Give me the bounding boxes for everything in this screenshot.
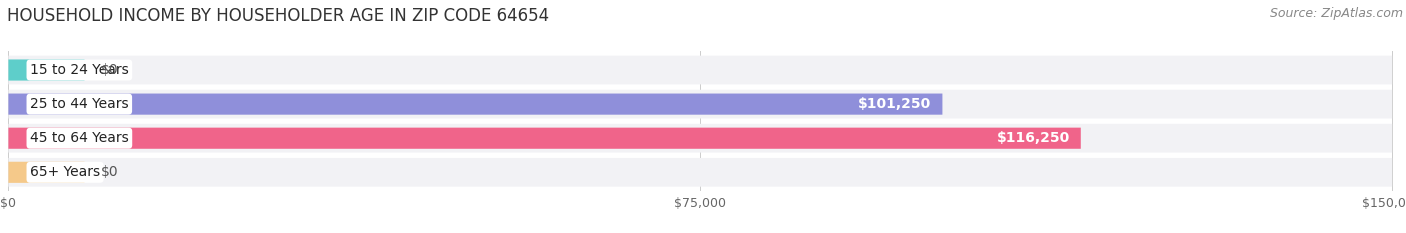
Text: $101,250: $101,250 bbox=[858, 97, 931, 111]
Text: Source: ZipAtlas.com: Source: ZipAtlas.com bbox=[1270, 7, 1403, 20]
FancyBboxPatch shape bbox=[8, 158, 1392, 187]
Text: HOUSEHOLD INCOME BY HOUSEHOLDER AGE IN ZIP CODE 64654: HOUSEHOLD INCOME BY HOUSEHOLDER AGE IN Z… bbox=[7, 7, 550, 25]
FancyBboxPatch shape bbox=[8, 59, 84, 81]
Text: $0: $0 bbox=[101, 63, 118, 77]
Text: 25 to 44 Years: 25 to 44 Years bbox=[30, 97, 128, 111]
FancyBboxPatch shape bbox=[8, 128, 1081, 149]
FancyBboxPatch shape bbox=[8, 56, 1392, 84]
Text: 65+ Years: 65+ Years bbox=[30, 165, 100, 179]
Text: 15 to 24 Years: 15 to 24 Years bbox=[30, 63, 129, 77]
FancyBboxPatch shape bbox=[8, 162, 84, 183]
Text: $116,250: $116,250 bbox=[997, 131, 1070, 145]
FancyBboxPatch shape bbox=[8, 124, 1392, 153]
Text: $0: $0 bbox=[101, 165, 118, 179]
FancyBboxPatch shape bbox=[8, 93, 942, 115]
Text: 45 to 64 Years: 45 to 64 Years bbox=[30, 131, 129, 145]
FancyBboxPatch shape bbox=[8, 90, 1392, 119]
